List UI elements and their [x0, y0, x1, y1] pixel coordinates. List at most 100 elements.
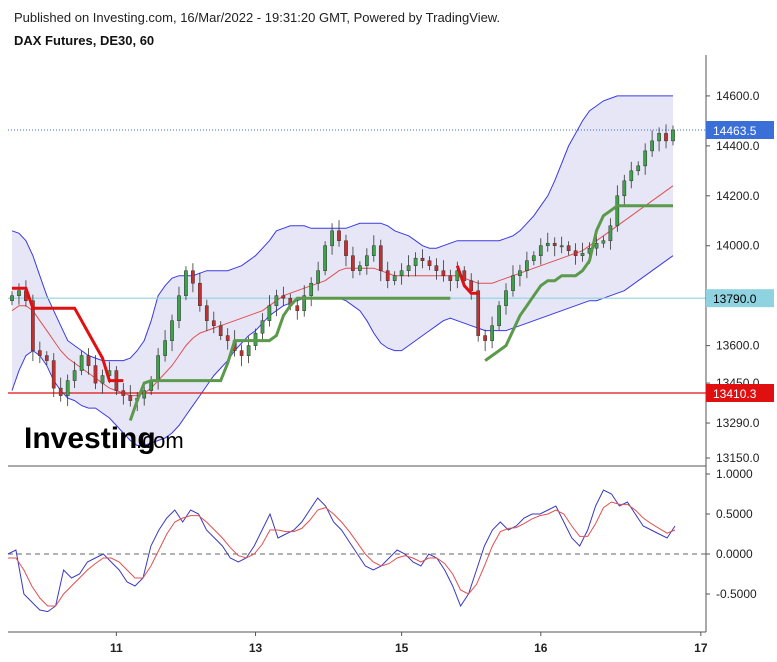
x-tick-label: 17	[694, 641, 708, 655]
candle-body	[358, 265, 362, 271]
osc-fast-line	[7, 489, 676, 613]
x-tick-label: 16	[534, 641, 548, 655]
candle-body	[44, 355, 49, 361]
candle-body	[260, 320, 265, 334]
candle-body	[399, 270, 404, 276]
logo-word: Investing	[24, 422, 156, 455]
y-tick-label: 13600.0	[716, 339, 760, 353]
candle-body	[580, 252, 585, 256]
candle-body	[545, 242, 550, 246]
axes: 14600.014400.014200.014000.013600.013450…	[8, 55, 774, 655]
candle-body	[37, 350, 42, 356]
candle-body	[58, 387, 63, 396]
osc-tick-label: -0.5000	[716, 587, 757, 601]
candle-body	[538, 245, 543, 256]
y-tick-label: 14400.0	[716, 139, 760, 153]
candle-body	[10, 295, 14, 301]
candle-body	[420, 257, 425, 261]
candle-body	[79, 355, 84, 371]
candle-body	[650, 140, 654, 152]
price-tag-label: 14463.5	[713, 124, 757, 138]
candle-body	[511, 275, 515, 291]
candle-body	[72, 370, 77, 381]
price-tag-label: 13410.3	[713, 387, 757, 401]
y-tick-label: 13290.0	[716, 416, 760, 430]
candle-body	[191, 270, 195, 284]
y-tick-label: 13150.0	[716, 451, 760, 465]
oscillator-panel[interactable]	[7, 489, 706, 613]
candle-body	[65, 380, 70, 396]
candle-body	[142, 390, 147, 399]
candle-body	[337, 230, 341, 242]
candle-body	[504, 290, 508, 306]
candle-body	[170, 320, 174, 341]
candle-body	[490, 325, 494, 341]
candle-body	[344, 240, 348, 256]
candle-body	[17, 290, 21, 296]
candle-body	[385, 270, 390, 281]
candle-body	[330, 230, 334, 247]
candle-body	[392, 275, 397, 281]
candle-body	[365, 255, 369, 266]
osc-tick-label: 0.5000	[716, 507, 753, 521]
price-panel[interactable]	[8, 95, 706, 446]
candle-body	[497, 305, 501, 326]
candle-body	[469, 280, 474, 291]
candle-body	[629, 170, 634, 182]
candle-body	[657, 133, 661, 142]
candle-body	[86, 355, 91, 366]
candle-body	[476, 290, 481, 336]
candle-body	[163, 340, 167, 356]
stop-green-line	[128, 204, 673, 421]
osc-slow-line	[8, 501, 676, 607]
candle-body	[93, 365, 98, 384]
band-upper-line	[11, 95, 673, 362]
candle-body	[281, 295, 286, 299]
candle-body	[455, 270, 460, 281]
candle-body	[615, 195, 620, 227]
candle-body	[100, 375, 105, 384]
x-tick-label: 15	[395, 641, 409, 655]
candle-body	[636, 165, 641, 172]
candle-body	[531, 255, 536, 261]
candle-body	[622, 180, 627, 197]
candle-body	[198, 282, 202, 306]
candle-body	[427, 260, 432, 266]
y-tick-label: 14000.0	[716, 239, 760, 253]
candle-body	[309, 282, 314, 296]
candle-body	[664, 133, 668, 142]
candle-body	[448, 275, 453, 281]
chart-title: DAX Futures, DE30, 60	[14, 33, 155, 48]
candle-body	[204, 305, 209, 321]
candle-body	[239, 350, 244, 356]
candle-body	[434, 265, 439, 271]
candle-body	[177, 295, 181, 321]
candle-body	[274, 295, 279, 306]
price-tag-box	[706, 384, 774, 402]
candle-body	[121, 390, 126, 396]
candle-body	[51, 360, 56, 389]
candle-body	[323, 245, 327, 271]
candle-body	[184, 270, 188, 296]
candle-body	[246, 345, 251, 356]
candle-body	[267, 305, 272, 321]
logo-suffix: .com	[136, 428, 184, 453]
x-tick-label: 11	[110, 641, 123, 655]
candle-body	[156, 355, 160, 381]
investing-logo: Investing .com	[24, 422, 184, 455]
candle-body	[295, 305, 300, 311]
candle-body	[573, 250, 578, 256]
candle-body	[643, 150, 648, 167]
price-tag-box	[706, 289, 774, 308]
candle-body	[462, 270, 467, 281]
candle-body	[378, 245, 383, 271]
candle-body	[128, 395, 133, 401]
published-note: Published on Investing.com, 16/Mar/2022 …	[14, 10, 501, 25]
candle-body	[552, 242, 557, 246]
candle-body	[594, 242, 599, 249]
candle-body	[671, 129, 675, 142]
candle-body	[525, 260, 529, 271]
candle-body	[608, 225, 613, 242]
candle-body	[225, 335, 230, 341]
